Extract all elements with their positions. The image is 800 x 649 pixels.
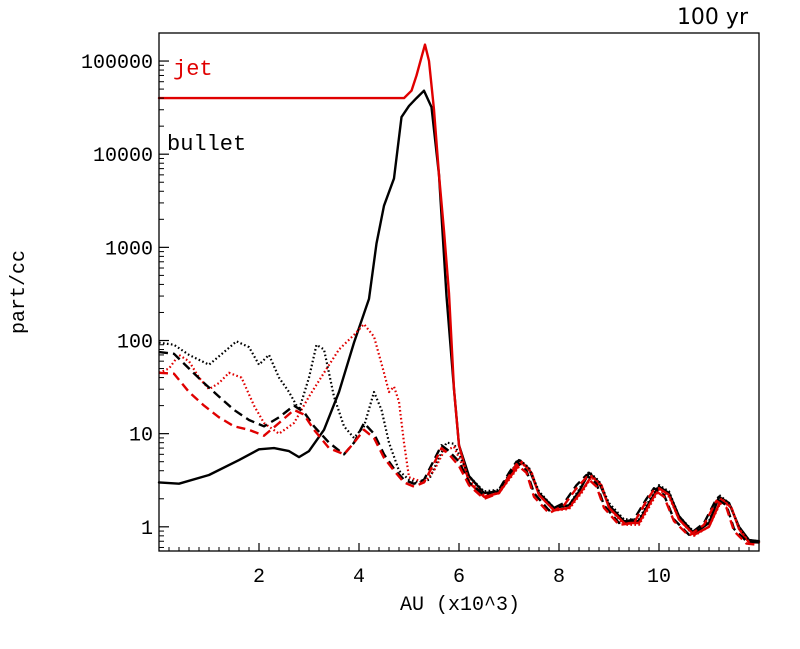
series-line-5-dashed: [158, 350, 760, 544]
y-tick-label: 10: [129, 425, 153, 448]
x-tick-label: 4: [353, 566, 365, 589]
y-tick-label: 100000: [81, 52, 153, 75]
plot-frame: [158, 32, 760, 552]
x-tick-label: 8: [553, 566, 565, 589]
y-axis-label: part/cc: [8, 250, 31, 334]
time-label: 100 yr: [677, 5, 749, 30]
x-tick-label: 6: [453, 566, 465, 589]
series-line-3-dotted: [158, 340, 760, 543]
series-line-1-solid: [157, 89, 761, 543]
y-tick-label: 10000: [93, 145, 153, 168]
y-tick-label: 1: [141, 518, 153, 541]
series-line-2-solid: [157, 43, 761, 544]
series-layer: [157, 43, 761, 547]
y-tick-label: 1000: [105, 238, 153, 261]
x-tick-label: 10: [647, 566, 671, 589]
x-tick-label: 2: [253, 566, 265, 589]
y-tick-label: 100: [117, 332, 153, 355]
x-axis-label: AU (x10^3): [400, 594, 520, 617]
series-line-6-dashed: [158, 371, 760, 547]
annotation-jet: jet: [173, 57, 213, 82]
axis-layer: 2 4 6 8 10 1 10 100 1000 10000 100000: [81, 32, 750, 589]
annotation-bullet: bullet: [167, 132, 246, 157]
